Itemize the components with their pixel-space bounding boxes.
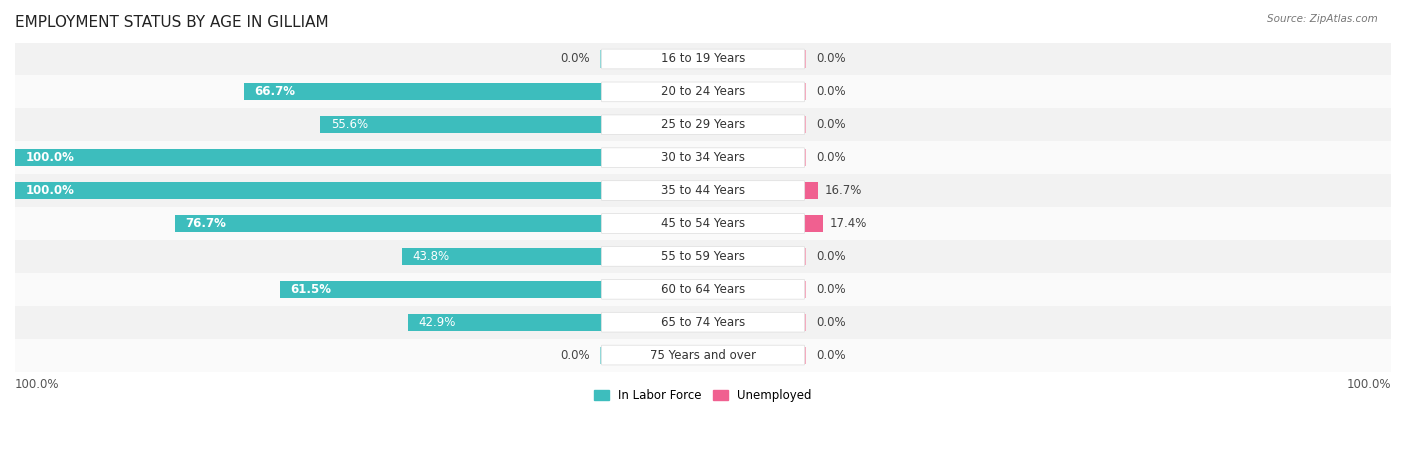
Text: 42.9%: 42.9%: [418, 316, 456, 329]
Bar: [15, 339, 1391, 372]
Bar: [321, 116, 600, 133]
Bar: [15, 75, 1391, 108]
FancyBboxPatch shape: [602, 345, 804, 365]
Text: 0.0%: 0.0%: [817, 316, 846, 329]
FancyBboxPatch shape: [602, 214, 804, 233]
Text: 0.0%: 0.0%: [817, 151, 846, 164]
Text: 43.8%: 43.8%: [412, 250, 449, 263]
Bar: [15, 207, 1391, 240]
Text: 0.0%: 0.0%: [817, 52, 846, 65]
Bar: [806, 215, 823, 232]
Bar: [703, 51, 806, 68]
Bar: [600, 182, 703, 199]
Text: 0.0%: 0.0%: [817, 85, 846, 98]
Bar: [15, 141, 1391, 174]
Text: 25 to 29 Years: 25 to 29 Years: [661, 118, 745, 131]
Bar: [600, 281, 703, 298]
Bar: [600, 215, 703, 232]
Text: 76.7%: 76.7%: [186, 217, 226, 230]
Text: EMPLOYMENT STATUS BY AGE IN GILLIAM: EMPLOYMENT STATUS BY AGE IN GILLIAM: [15, 15, 329, 30]
Text: 0.0%: 0.0%: [817, 349, 846, 362]
Bar: [703, 215, 806, 232]
Bar: [15, 182, 600, 199]
Bar: [15, 240, 1391, 273]
Text: 100.0%: 100.0%: [15, 378, 59, 391]
Bar: [408, 313, 600, 331]
Text: 35 to 44 Years: 35 to 44 Years: [661, 184, 745, 197]
Bar: [245, 83, 600, 101]
Text: 60 to 64 Years: 60 to 64 Years: [661, 283, 745, 296]
Bar: [703, 346, 806, 364]
Bar: [15, 108, 1391, 141]
Bar: [15, 42, 1391, 75]
Bar: [15, 149, 600, 166]
Text: 75 Years and over: 75 Years and over: [650, 349, 756, 362]
Bar: [402, 248, 600, 265]
Bar: [703, 281, 806, 298]
Bar: [600, 116, 703, 133]
Text: 17.4%: 17.4%: [830, 217, 868, 230]
Text: 65 to 74 Years: 65 to 74 Years: [661, 316, 745, 329]
Bar: [600, 248, 703, 265]
Text: 100.0%: 100.0%: [25, 151, 75, 164]
Bar: [176, 215, 600, 232]
Bar: [15, 273, 1391, 306]
Bar: [703, 149, 806, 166]
Bar: [15, 306, 1391, 339]
Bar: [806, 182, 818, 199]
Bar: [600, 83, 703, 101]
Text: 0.0%: 0.0%: [817, 250, 846, 263]
Text: 0.0%: 0.0%: [817, 283, 846, 296]
Text: 55.6%: 55.6%: [330, 118, 368, 131]
Bar: [600, 149, 703, 166]
Bar: [703, 116, 806, 133]
Bar: [15, 174, 1391, 207]
FancyBboxPatch shape: [602, 280, 804, 299]
Text: 16 to 19 Years: 16 to 19 Years: [661, 52, 745, 65]
Bar: [703, 83, 806, 101]
Text: 0.0%: 0.0%: [560, 349, 589, 362]
FancyBboxPatch shape: [602, 49, 804, 69]
Bar: [600, 313, 703, 331]
Bar: [703, 248, 806, 265]
FancyBboxPatch shape: [602, 148, 804, 168]
Text: 20 to 24 Years: 20 to 24 Years: [661, 85, 745, 98]
Text: 100.0%: 100.0%: [1347, 378, 1391, 391]
Text: 0.0%: 0.0%: [817, 118, 846, 131]
FancyBboxPatch shape: [602, 115, 804, 135]
Text: 100.0%: 100.0%: [25, 184, 75, 197]
Legend: In Labor Force, Unemployed: In Labor Force, Unemployed: [589, 385, 817, 407]
FancyBboxPatch shape: [602, 82, 804, 102]
Text: Source: ZipAtlas.com: Source: ZipAtlas.com: [1267, 14, 1378, 23]
Text: 45 to 54 Years: 45 to 54 Years: [661, 217, 745, 230]
Bar: [600, 51, 703, 68]
FancyBboxPatch shape: [602, 247, 804, 266]
Text: 55 to 59 Years: 55 to 59 Years: [661, 250, 745, 263]
Bar: [280, 281, 600, 298]
FancyBboxPatch shape: [602, 181, 804, 200]
Text: 0.0%: 0.0%: [560, 52, 589, 65]
Text: 30 to 34 Years: 30 to 34 Years: [661, 151, 745, 164]
Text: 16.7%: 16.7%: [825, 184, 862, 197]
Text: 61.5%: 61.5%: [290, 283, 332, 296]
FancyBboxPatch shape: [602, 312, 804, 332]
Bar: [703, 182, 806, 199]
Bar: [600, 346, 703, 364]
Text: 66.7%: 66.7%: [254, 85, 295, 98]
Bar: [703, 313, 806, 331]
